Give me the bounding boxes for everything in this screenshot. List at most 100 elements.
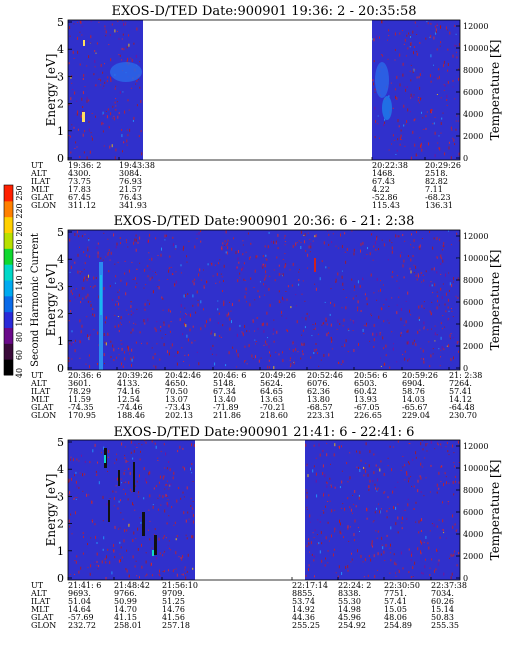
- spectrogram-speck: [450, 576, 452, 580]
- spectrogram-speck: [450, 244, 452, 246]
- spectrogram-speck: [439, 536, 441, 539]
- spectrogram-speck: [272, 333, 274, 335]
- spectrogram-speck: [134, 485, 136, 488]
- y-tick-label-right: 10000: [463, 464, 488, 473]
- spectrogram-speck: [311, 335, 313, 337]
- spectrogram-speck: [454, 550, 456, 553]
- spectrogram-speck: [430, 109, 431, 113]
- spectrogram-speck: [413, 239, 415, 243]
- spectrogram-speck: [82, 91, 84, 95]
- spectrogram-speck: [363, 576, 365, 578]
- spectrogram-speck: [437, 77, 439, 80]
- spectrogram-speck: [149, 538, 151, 541]
- spectrogram-speck: [171, 507, 173, 509]
- colorbar-swatch: [4, 185, 13, 202]
- spectrogram-speck: [410, 93, 412, 97]
- spectrogram-speck: [141, 565, 143, 569]
- spectrogram-speck: [77, 50, 79, 54]
- spectrogram-speck: [139, 61, 141, 63]
- spectrogram-speck: [193, 282, 195, 286]
- spectrogram-speck: [143, 319, 145, 323]
- spectrogram-speck: [423, 307, 425, 309]
- spectrogram-speck: [457, 277, 459, 281]
- spectrogram-speck: [402, 264, 404, 268]
- spectrogram-speck: [310, 541, 312, 545]
- spectrogram-speck: [138, 135, 140, 138]
- spectrogram-speck: [438, 348, 440, 350]
- spectrogram-speck: [183, 294, 185, 298]
- spectrogram-speck: [445, 26, 447, 30]
- spectrogram-speck: [75, 480, 77, 484]
- spectrogram-speck: [102, 495, 104, 499]
- spectrogram-speck: [172, 236, 174, 239]
- spectrogram-speck: [115, 275, 117, 278]
- spectrogram-speck: [450, 358, 452, 362]
- spectrogram-speck: [236, 333, 238, 337]
- spectrogram-speck: [413, 264, 415, 266]
- spectrogram-speck: [82, 532, 84, 535]
- spectrogram-speck: [442, 328, 443, 330]
- spectrogram-speck: [342, 289, 344, 290]
- spectrogram-speck: [348, 330, 350, 332]
- spectrogram-speck: [367, 247, 368, 250]
- spectrogram-speck: [87, 334, 88, 338]
- spectrogram-speck: [400, 334, 402, 337]
- y-tick-label-left: 5: [57, 226, 64, 239]
- spectrogram-speck: [130, 314, 132, 316]
- y-tick-label-right: 2000: [463, 342, 483, 351]
- spectrogram-speck: [69, 573, 71, 575]
- spectrogram-speck: [253, 287, 255, 288]
- spectrogram-speck: [159, 552, 161, 555]
- spectrogram-speck: [341, 470, 343, 472]
- spectrogram-speck: [270, 354, 271, 357]
- spectrogram-speck: [137, 241, 139, 244]
- spectrogram-speck: [380, 365, 382, 367]
- spectrogram-speck: [360, 249, 361, 253]
- spectrogram-speck: [341, 480, 343, 484]
- spectrogram-speck: [420, 552, 422, 555]
- spectrogram-speck: [113, 505, 115, 507]
- spectrogram-speck: [121, 347, 123, 351]
- spectrogram-speck: [162, 476, 164, 480]
- spectrogram-speck: [340, 522, 341, 526]
- table-cell: 57.41: [384, 597, 407, 606]
- plot-frame: [67, 439, 461, 581]
- spectrogram-speck: [381, 20, 383, 24]
- spectrogram-speck: [447, 69, 449, 72]
- spectrogram-speck: [276, 330, 278, 334]
- spectrogram-speck: [435, 31, 437, 34]
- spectrogram-speck: [380, 460, 382, 463]
- spectrogram-speck: [192, 520, 194, 524]
- spectrogram-speck: [387, 39, 388, 41]
- spectrogram-speck: [434, 131, 436, 135]
- spectrogram-speck: [419, 244, 421, 248]
- spectrogram-speck: [426, 21, 428, 23]
- spectrogram-speck: [169, 549, 171, 551]
- spectrogram-speck: [298, 283, 300, 286]
- spectrogram-speck: [430, 281, 432, 283]
- spectrogram-speck: [273, 240, 275, 244]
- spectrogram-speck: [414, 561, 416, 565]
- spectrogram-speck: [388, 95, 390, 98]
- spectrogram-speck: [368, 489, 370, 491]
- spectrogram-speck: [289, 269, 291, 271]
- spectrogram-speck: [84, 262, 86, 265]
- spectrogram-speck: [98, 481, 100, 485]
- spectrogram-speck: [315, 472, 317, 476]
- spectrogram-speck: [429, 36, 431, 38]
- spectrogram-speck: [391, 297, 393, 299]
- spectrogram-speck: [332, 553, 334, 557]
- spectrogram-speck: [379, 510, 381, 514]
- spectrogram-speck: [108, 126, 110, 129]
- spectrogram-speck: [319, 277, 321, 281]
- spectrogram-speck: [404, 240, 406, 242]
- spectrogram-speck: [404, 479, 406, 481]
- spectrogram-speck: [389, 366, 391, 369]
- spectrogram-speck: [136, 447, 138, 448]
- spectrogram-speck: [77, 270, 79, 274]
- spectrogram-speck: [225, 243, 227, 246]
- spectrogram-speck: [128, 34, 130, 37]
- spectrogram-speck: [452, 554, 454, 557]
- spectrogram-speck: [326, 482, 328, 485]
- spectrogram-speck: [373, 554, 375, 558]
